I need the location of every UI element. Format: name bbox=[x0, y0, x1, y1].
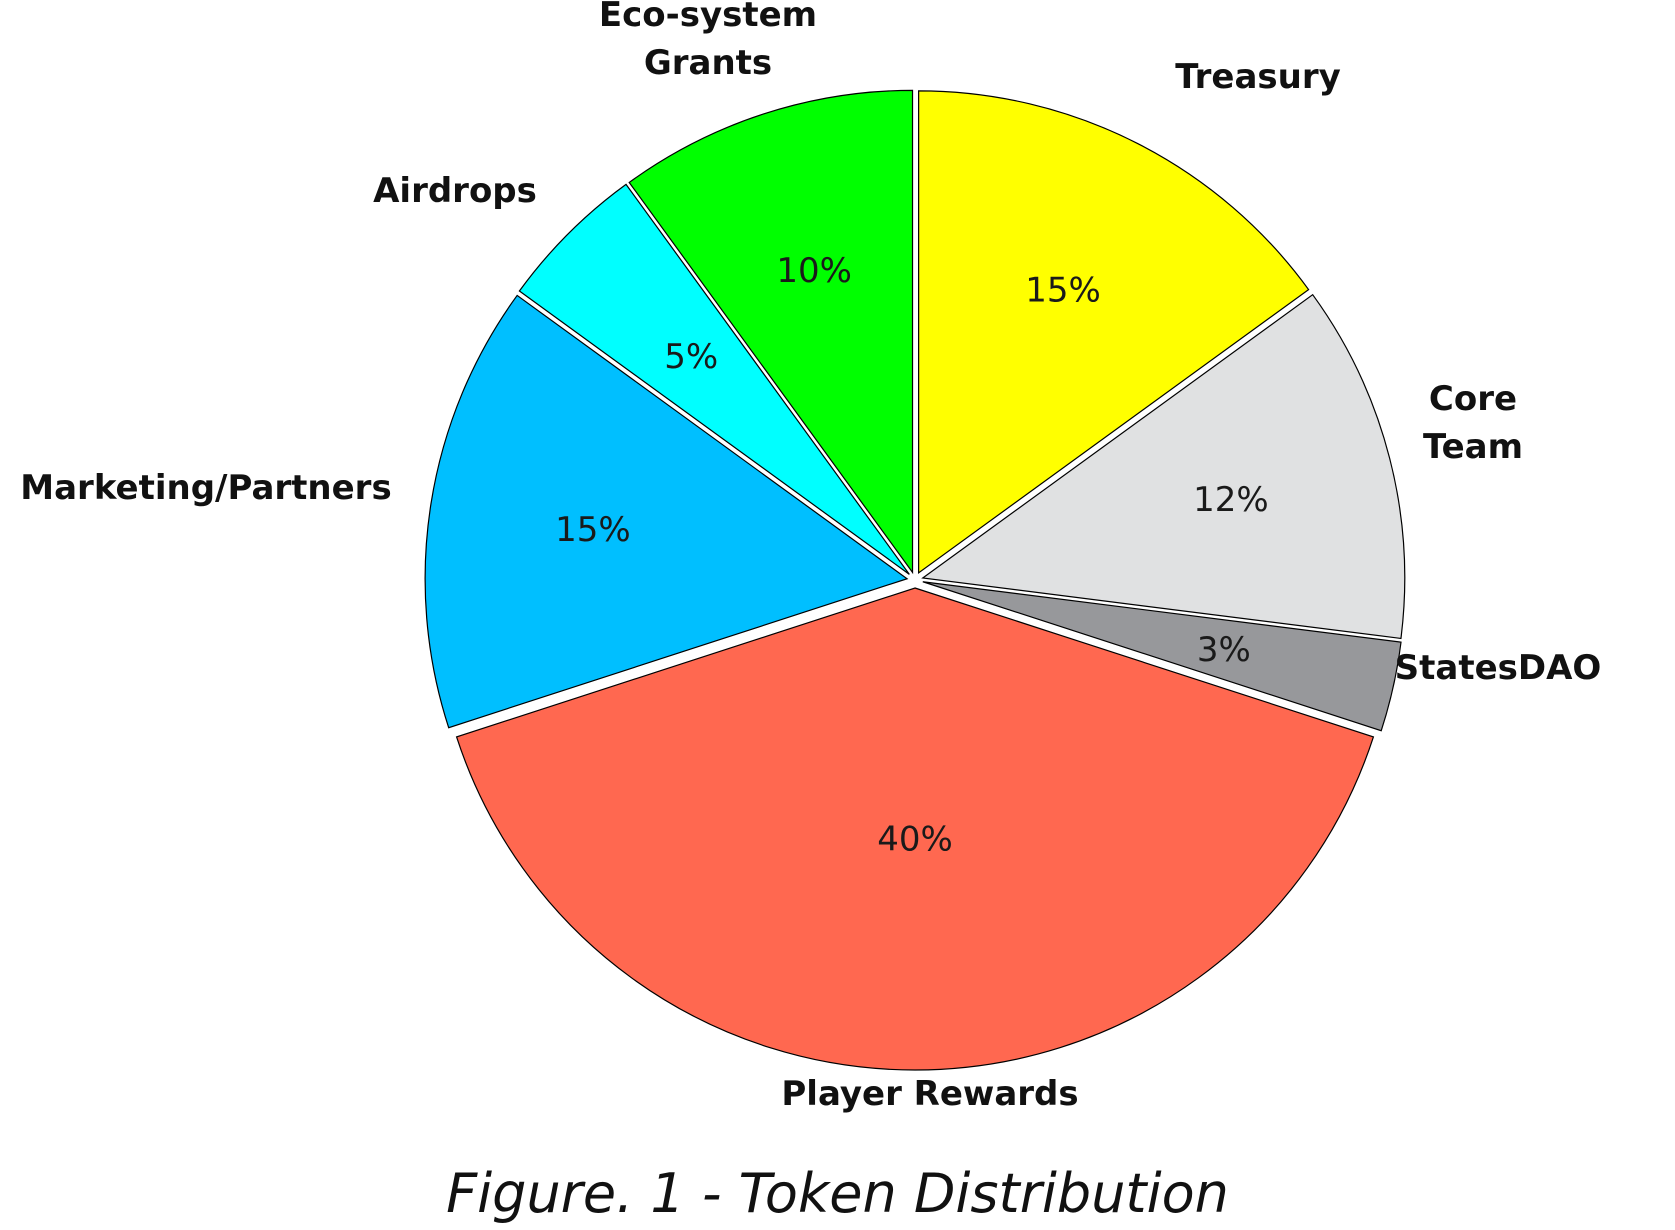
figure-caption: Figure. 1 - Token Distribution bbox=[446, 1162, 1229, 1225]
percent-label-marketing-partners: 15% bbox=[555, 510, 631, 550]
category-label-airdrops: Airdrops bbox=[373, 171, 537, 211]
percent-label-player-rewards: 40% bbox=[877, 820, 953, 860]
slice-core-team bbox=[921, 293, 1406, 640]
slice-marketing-partners bbox=[424, 294, 909, 729]
category-label-line: Marketing/Partners bbox=[20, 468, 391, 508]
percent-label-core-team: 12% bbox=[1193, 480, 1269, 520]
category-label-line: StatesDAO bbox=[1395, 648, 1602, 688]
category-label-line: Player Rewards bbox=[781, 1074, 1078, 1114]
category-label-treasury: Treasury bbox=[1175, 57, 1341, 97]
percent-label-treasury: 15% bbox=[1025, 270, 1101, 310]
category-labels: Treasury Core Team StatesDAO Player Rewards M… bbox=[20, 0, 1601, 1114]
category-label-line: Grants bbox=[644, 43, 772, 83]
category-label-statesdao: StatesDAO bbox=[1395, 648, 1602, 688]
slice-treasury bbox=[918, 90, 1310, 575]
category-label-line: Eco-system bbox=[599, 0, 817, 35]
slice-airdrops bbox=[518, 183, 910, 575]
percent-label-eco-system-grants: 10% bbox=[776, 251, 852, 291]
category-label-line: Treasury bbox=[1175, 57, 1341, 97]
category-label-player-rewards: Player Rewards bbox=[781, 1074, 1078, 1114]
slice-eco-system-grants bbox=[628, 89, 914, 575]
percent-labels: 15% 12% 3% 40% 15% 5% 10% bbox=[555, 251, 1269, 860]
pie-slices bbox=[424, 89, 1406, 1071]
slice-statesdao bbox=[922, 581, 1402, 732]
category-label-line: Airdrops bbox=[373, 171, 537, 211]
category-label-line: Team bbox=[1423, 427, 1523, 467]
category-label-core-team: Core Team bbox=[1423, 379, 1523, 467]
category-label-marketing-partners: Marketing/Partners bbox=[20, 468, 391, 508]
percent-label-statesdao: 3% bbox=[1197, 630, 1251, 670]
slice-player-rewards bbox=[455, 587, 1375, 1071]
category-label-eco-system-grants: Eco-system Grants bbox=[599, 0, 817, 83]
category-label-line: Core bbox=[1429, 379, 1517, 419]
percent-label-airdrops: 5% bbox=[664, 337, 718, 377]
